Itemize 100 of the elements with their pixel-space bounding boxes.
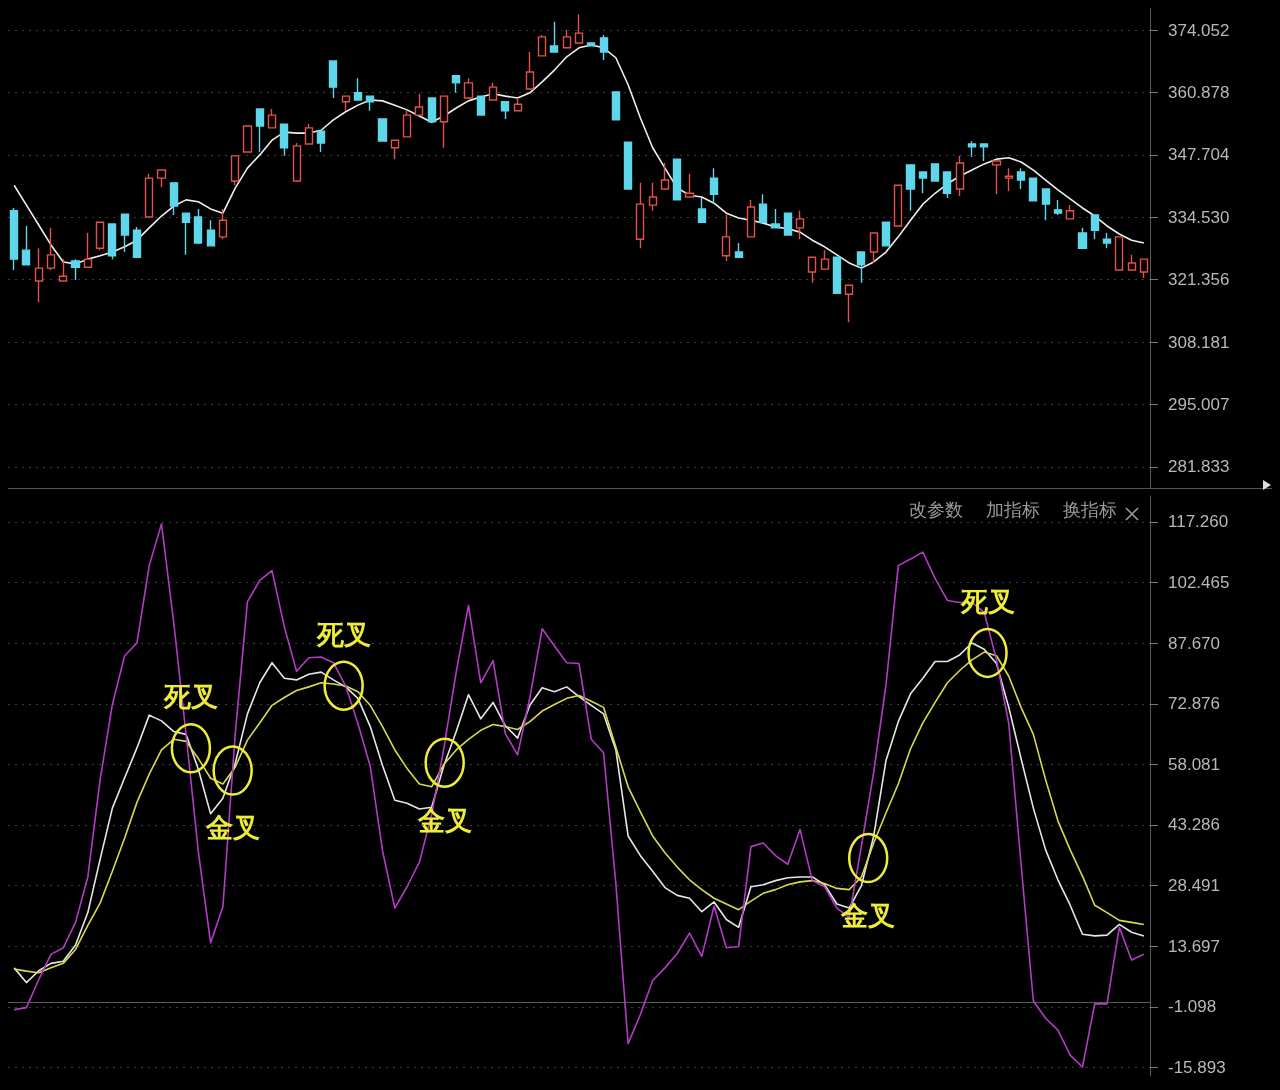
candlestick [709,167,719,205]
line-series [13,523,1145,1068]
y-tick-label: 347.704 [1168,145,1230,165]
candlestick [476,95,486,116]
candlestick [120,213,130,253]
candlestick [832,256,842,294]
candlestick [181,212,191,256]
candlestick [734,242,744,258]
candlestick [500,101,510,120]
candlestick [758,193,768,223]
y-tick-label: 58.081 [1168,754,1220,774]
candlestick [9,207,19,271]
candlestick [390,139,400,160]
candlestick [611,91,621,121]
candlestick [930,163,940,182]
candlestick [918,171,928,194]
y-tick-label: 87.670 [1168,633,1220,653]
candlestick [193,208,203,245]
candlestick [156,169,167,188]
candlestick [979,143,989,162]
candlestick [304,123,314,145]
candlestick [1004,167,1014,192]
candlestick [21,225,31,266]
candlestick [586,42,596,47]
candlestick [574,13,584,44]
y-tick-label: 308.181 [1168,332,1230,352]
candlestick [623,141,633,190]
candlestick [451,75,461,94]
candlestick [427,97,437,123]
candlestick [132,226,142,258]
candlestick [1041,188,1051,221]
candlestick [869,232,879,264]
candlestick [402,110,412,138]
y-tick-label: 102.465 [1168,573,1230,593]
candlestick [341,95,351,112]
candlestick [218,208,228,240]
candlestick [967,140,977,158]
y-tick-label: -1.098 [1168,997,1217,1017]
candlestick [95,221,105,251]
y-tick-label: 321.356 [1168,270,1230,290]
candlestick [893,184,903,227]
y-tick-label: -15.893 [1168,1057,1226,1077]
y-tick-label: 281.833 [1168,457,1230,477]
candlestick [746,199,756,238]
candlestick [807,256,817,284]
candlestick [439,95,449,149]
candlestick [242,125,253,153]
candlestick [377,118,388,142]
candlestick [844,284,854,323]
candlestick [169,182,179,216]
candlestick [230,155,240,186]
annotation: 死叉 [315,618,371,650]
annotation: 换指标 [1063,498,1117,520]
candlestick [463,77,474,99]
candlestick [1102,232,1112,249]
y-tick-label: 374.052 [1168,20,1230,40]
candlestick [1028,177,1038,202]
candlestick [1090,214,1100,240]
candlestick [648,182,658,212]
candlestick [721,214,731,262]
candlestick [820,249,830,270]
candlestick [279,123,289,157]
candlestick [58,258,68,282]
annotation: 加指标 [986,498,1040,520]
candlestick [549,21,559,53]
candlestick [1053,199,1063,216]
candlestick [599,34,609,61]
candlestick [991,160,1002,195]
candlestick [1114,236,1124,271]
candlestick [562,29,572,49]
candlestick [414,93,424,116]
candlestick [46,227,56,271]
candlestick [365,95,375,112]
candlestick [537,34,547,57]
candlestick [144,173,154,218]
candlestick [770,208,781,229]
candlestick [488,82,498,101]
annotation: 改参数 [909,498,963,520]
candlestick [660,162,670,190]
candlestick [267,108,277,129]
candlestick [107,223,117,260]
candlestick [783,212,793,236]
candlestick [353,77,363,101]
candlestick [635,182,645,249]
y-tick-label: 43.286 [1168,815,1220,835]
candlestick [525,51,535,90]
candlestick [684,173,695,198]
candlestick [1127,254,1137,271]
candlestick [1016,167,1026,190]
candlestick [881,221,891,247]
candlestick [83,232,93,268]
y-tick-label: 295.007 [1168,395,1230,415]
y-tick-label: 360.878 [1168,82,1230,102]
candlestick [513,97,523,112]
candlestick [1139,258,1149,279]
y-tick-label: 28.491 [1168,876,1220,896]
candlestick [292,142,302,182]
candlestick [34,247,44,303]
candlestick [1065,204,1075,220]
candlestick [1077,227,1088,249]
